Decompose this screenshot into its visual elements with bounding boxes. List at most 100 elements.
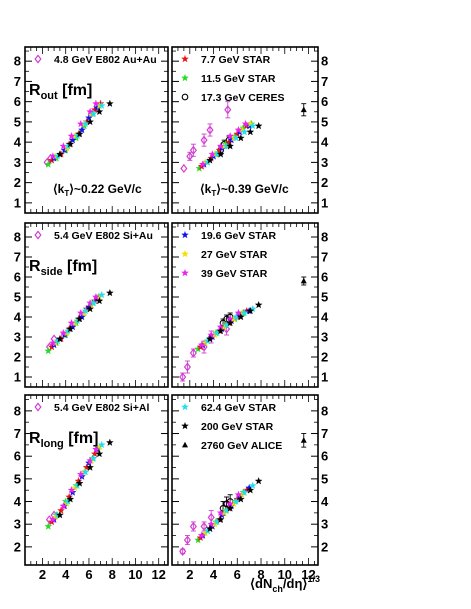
point-r0-c0-s7-p5: [106, 99, 114, 107]
point-r2-c0-s7-p2: [75, 479, 84, 487]
ytick-label-left-r0-0: 1: [14, 195, 21, 210]
point-r2-c1-s7-p5: [248, 481, 257, 489]
point-r2-c1-s0-p3: [200, 521, 208, 532]
legend-label-0-0: 4.8 GeV E802 Au+Au: [54, 54, 157, 66]
point-r1-c0-s6-p3: [81, 306, 90, 315]
point-r2-c0-s5-p2: [67, 486, 76, 494]
legend-marker-5-1: [181, 421, 189, 430]
ytick-label-left-r2-2: 4: [14, 494, 22, 509]
xtick-label-c0-2: 6: [85, 567, 92, 582]
point-r2-c0-s7-p0: [56, 511, 64, 519]
point-r2-c1-s8-p5: [254, 477, 263, 485]
point-r0-c1-s8-p5: [254, 121, 263, 130]
point-r2-c1-s6-p1: [207, 520, 215, 528]
ytick-label-left-r1-5: 6: [14, 270, 21, 285]
legend-marker-2-0: [34, 402, 42, 412]
point-r1-c1-s0-p2: [189, 348, 197, 358]
point-r2-c0-s5-p3: [76, 470, 85, 478]
ytick-label-left-r1-3: 4: [14, 310, 22, 325]
point-r1-c0-s7-p3: [86, 304, 94, 313]
ytick-label-left-r0-5: 6: [14, 94, 21, 109]
point-r0-c1-s0-p5: [224, 105, 232, 115]
panel-labels: 1 12 23 34 45 56 67 78 81 12 23 34 45 56 67 78 82 23 34 45 5…: [14, 54, 329, 582]
point-r0-c1-s0-p3: [200, 135, 208, 145]
ytick-label-right-r2-0: 2: [321, 539, 328, 554]
xtick-label-c1-1: 4: [210, 567, 218, 582]
xtick-label-c0-0: 2: [39, 567, 46, 582]
ytick-label-right-r0-7: 8: [321, 54, 328, 69]
ytick-label-left-r2-4: 6: [14, 449, 21, 464]
point-r2-c1-s6-p4: [234, 490, 243, 498]
panel-title-main-r1: R: [29, 258, 41, 275]
ytick-label-right-r0-5: 6: [321, 94, 328, 109]
ytick-label-left-r1-0: 1: [14, 370, 21, 385]
point-r2-c1-s0-p1: [183, 535, 191, 545]
legend-marker-4-2: [181, 268, 189, 277]
x-axis-title-part-2: /dη⟩: [283, 576, 308, 591]
ytick-label-right-r2-2: 4: [321, 494, 329, 509]
ytick-label-left-r2-0: 2: [14, 539, 21, 554]
legend-label-2-0: 5.4 GeV E802 Si+Al: [54, 402, 150, 414]
point-r2-c0-s6-p4: [89, 454, 98, 462]
legend-label-5-2: 2760 GeV ALICE: [201, 440, 282, 452]
ytick-label-right-r0-1: 2: [321, 175, 328, 190]
x-axis-title-sub: ch: [272, 584, 283, 594]
legend-label-4-1: 27 GeV STAR: [201, 249, 268, 261]
kt-label-c1: ⟨kT⟩~0.39 GeV/c: [200, 182, 289, 198]
frame-r2-c1: [171, 394, 319, 566]
point-r2-c0-s7-p4: [95, 449, 104, 458]
ytick-label-left-r1-4: 5: [14, 290, 21, 305]
point-r2-c1-s8-p2: [226, 504, 234, 512]
point-r0-c1-s8-p2: [226, 142, 234, 150]
ytick-label-right-r2-1: 3: [321, 517, 328, 532]
point-r1-c1-s8-p3: [237, 312, 245, 321]
ytick-label-left-r1-1: 2: [14, 350, 21, 365]
ytick-label-left-r0-7: 8: [14, 54, 21, 69]
point-r2-c1-s9-p0: [300, 437, 307, 443]
point-r2-c1-s7-p4: [240, 488, 249, 496]
ytick-label-right-r1-2: 3: [321, 330, 328, 345]
panel-title-sub-r0: out: [41, 90, 58, 102]
ytick-label-left-r1-2: 3: [14, 330, 21, 345]
point-r1-c1-s8-p5: [254, 300, 263, 309]
point-r1-c0-s7-p0: [56, 334, 64, 343]
point-r1-c1-s8-p1: [216, 326, 225, 335]
point-r0-c0-s6-p3: [81, 119, 90, 128]
point-r1-c0-s1-p0: [44, 346, 53, 355]
point-r1-c1-s8-p0: [206, 334, 214, 343]
ytick-label-right-r1-4: 5: [321, 290, 328, 305]
xtick-label-c1-4: 10: [278, 567, 292, 582]
point-r0-c0-s7-p1: [66, 140, 75, 148]
ytick-label-left-r0-6: 7: [14, 74, 21, 89]
legend-marker-4-1: [181, 249, 189, 258]
legend-marker-1-0: [34, 230, 42, 240]
point-r0-c0-s7-p2: [75, 130, 84, 138]
frame-r0-c0: [24, 46, 169, 214]
panel-title-unit-r1: [fm]: [63, 258, 98, 275]
point-r1-c0-s7-p4: [95, 296, 104, 305]
ytick-label-right-r2-6: 8: [321, 403, 328, 418]
point-r1-c0-s6-p4: [89, 298, 98, 307]
kt-label-pre-c0: ⟨k: [53, 182, 65, 196]
point-r1-c0-s7-p1: [66, 324, 75, 333]
point-r0-c1-s6-p5: [241, 119, 250, 128]
ytick-label-right-r1-6: 7: [321, 250, 328, 265]
point-r1-c1-s9-p0: [300, 277, 307, 284]
kt-label-c0: ⟨kT⟩~0.22 GeV/c: [53, 182, 142, 198]
legend-label-3-0: 7.7 GeV STAR: [201, 54, 271, 66]
point-r1-c0-s5-p3: [76, 308, 85, 317]
panel-title-unit-r0: [fm]: [58, 82, 93, 99]
point-r1-c0-s7-p2: [75, 314, 84, 323]
panel-title-main-r2: R: [29, 430, 41, 447]
xtick-label-c1-2: 6: [234, 567, 241, 582]
point-r1-c0-s5-p2: [67, 318, 76, 327]
legend-marker-3-0: [181, 54, 189, 63]
kt-label-post-c0: ⟩~0.22 GeV/c: [69, 182, 142, 196]
point-r0-c0-s5-p5: [92, 99, 100, 107]
xtick-label-c0-1: 4: [62, 567, 70, 582]
point-r0-c1-s9-p0: [300, 106, 307, 113]
ytick-label-left-r2-1: 3: [14, 517, 21, 532]
ytick-label-right-r2-3: 5: [321, 471, 328, 486]
legend-label-5-1: 200 GeV STAR: [201, 421, 274, 433]
point-r0-c1-s8-p1: [216, 150, 225, 158]
